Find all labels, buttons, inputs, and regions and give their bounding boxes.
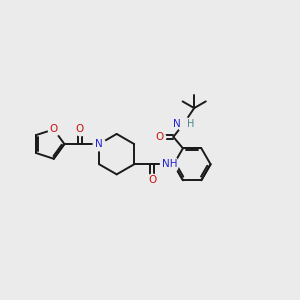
- Text: H: H: [187, 118, 195, 128]
- Text: NH: NH: [161, 159, 177, 169]
- Text: O: O: [50, 124, 58, 134]
- Text: O: O: [148, 175, 156, 185]
- Text: N: N: [95, 139, 103, 149]
- Text: O: O: [76, 124, 84, 134]
- Text: O: O: [155, 132, 163, 142]
- Text: N: N: [173, 118, 181, 128]
